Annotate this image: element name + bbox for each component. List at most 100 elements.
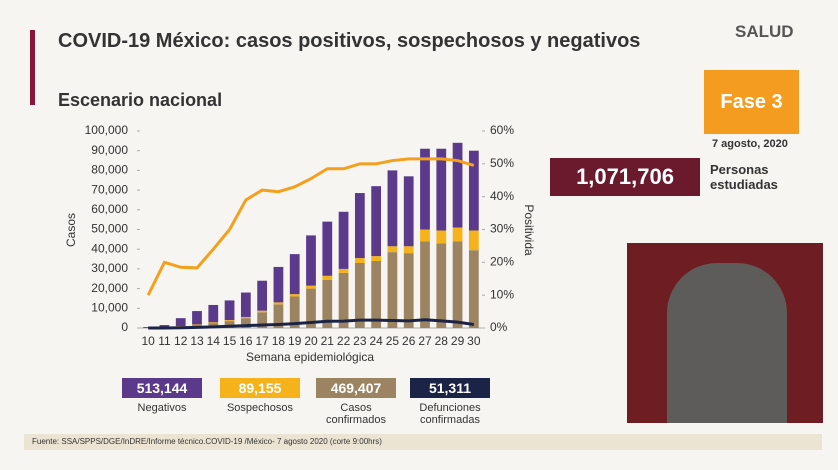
y2-tick-label: 30%	[490, 222, 514, 236]
bar-segment	[403, 246, 414, 254]
bar-segment	[192, 311, 202, 325]
bar-segment	[322, 275, 333, 280]
bar-segment	[420, 148, 430, 230]
bar-segment	[322, 279, 333, 328]
line-series	[148, 318, 475, 330]
bar-segment	[289, 296, 300, 328]
bar-segment	[289, 294, 300, 297]
bar-segment	[452, 227, 463, 242]
y-tick-label: 50,000	[91, 222, 128, 236]
bar-segment	[436, 243, 447, 328]
bar-segment	[371, 186, 382, 257]
line-series	[146, 157, 475, 296]
bar-segment	[468, 250, 479, 328]
x-tick-label: 16	[239, 334, 253, 348]
x-tick-label: 26	[402, 334, 416, 348]
y-tick-label: 40,000	[91, 241, 128, 255]
y2-tick-label: 60%	[490, 123, 514, 137]
bar-segment	[452, 241, 463, 328]
legend-label: Sospechosos	[226, 402, 294, 414]
bar-segment	[436, 148, 447, 231]
y-tick-label: 10,000	[91, 300, 128, 314]
bar-segment	[354, 193, 365, 259]
y2-tick-label: 20%	[490, 255, 514, 269]
y-tick-label: 100,000	[85, 123, 129, 137]
x-tick-label: 15	[223, 334, 237, 348]
bar-segment	[306, 285, 316, 289]
x-tick-label: 14	[207, 334, 221, 348]
bar-segment	[257, 310, 268, 313]
y2-tick-label: 0%	[490, 320, 508, 334]
legend-total: 469,407	[316, 378, 396, 398]
bar-segment	[273, 304, 284, 328]
bar-segment	[468, 230, 479, 251]
bar-segment	[371, 261, 382, 328]
x-tick-label: 25	[386, 334, 400, 348]
x-tick-label: 29	[451, 334, 465, 348]
bar-segment	[354, 262, 365, 328]
bar-segment	[208, 304, 219, 323]
bar-segment	[159, 325, 170, 328]
legend-item: 513,144 Negativos	[122, 378, 202, 414]
y-tick-label: 60,000	[91, 202, 128, 216]
legend-item: 89,155 Sospechosos	[220, 378, 300, 414]
bar-segment	[273, 266, 284, 303]
bar-segment	[452, 142, 463, 228]
bar-segment	[436, 230, 447, 244]
x-tick-label: 10	[141, 334, 155, 348]
bar-segment	[403, 176, 414, 247]
legend-item: 51,311 Defunciones confirmadas	[410, 378, 490, 426]
y-tick-label: 70,000	[91, 182, 128, 196]
y2-tick-label: 40%	[490, 189, 514, 203]
legend-total: 89,155	[220, 378, 300, 398]
studied-label: Personas estudiadas	[710, 162, 778, 192]
legend-total: 51,311	[410, 378, 490, 398]
bar-segment	[420, 241, 430, 328]
bar-segment	[403, 253, 414, 328]
x-axis-label: Semana epidemiológica	[246, 350, 374, 364]
y-axis-label: Casos	[64, 213, 78, 247]
bar-segment	[224, 320, 235, 322]
bar-segment	[322, 221, 333, 276]
x-tick-label: 20	[304, 334, 318, 348]
bar-segment	[257, 312, 268, 328]
x-tick-label: 13	[190, 334, 204, 348]
x-tick-label: 24	[369, 334, 383, 348]
bar-segment	[387, 252, 398, 328]
bar-segment	[338, 211, 349, 269]
bar-segment	[240, 318, 251, 328]
bar-segment	[338, 272, 349, 328]
bar-segment	[468, 150, 479, 231]
bar-segment	[306, 235, 316, 286]
y2-tick-label: 10%	[490, 287, 514, 301]
date: 7 agosto, 2020	[712, 138, 788, 150]
bar-segment	[240, 316, 251, 319]
bar-segment	[224, 321, 235, 328]
phase-badge: Fase 3	[704, 70, 799, 134]
logo: SALUD	[735, 22, 794, 41]
accent-bar	[30, 30, 35, 105]
subtitle: Escenario nacional	[58, 90, 223, 110]
legend-label: Negativos	[137, 402, 187, 414]
interpreter-figure	[667, 263, 787, 423]
bar-segment	[420, 229, 430, 242]
x-tick-label: 22	[337, 334, 351, 348]
x-tick-label: 27	[418, 334, 432, 348]
bar-segment	[338, 268, 349, 273]
bar-segment	[192, 324, 202, 326]
legend-item: 469,407 Casos confirmados	[316, 378, 396, 426]
chart: Casos Positivida Semana epidemiológica 0…	[64, 123, 536, 364]
x-tick-label: 23	[353, 334, 367, 348]
y-tick-label: 0	[121, 320, 128, 334]
bar-segment	[387, 246, 398, 253]
interpreter-video	[627, 243, 823, 423]
y-tick-label: 80,000	[91, 163, 128, 177]
legend-label: Casos confirmados	[326, 402, 386, 426]
bar-segment	[257, 280, 268, 311]
bar-segment	[175, 318, 186, 327]
x-tick-label: 11	[158, 334, 171, 348]
y-tick-label: 20,000	[91, 281, 128, 295]
bar-segment	[371, 256, 382, 262]
bar-segment	[387, 170, 398, 247]
